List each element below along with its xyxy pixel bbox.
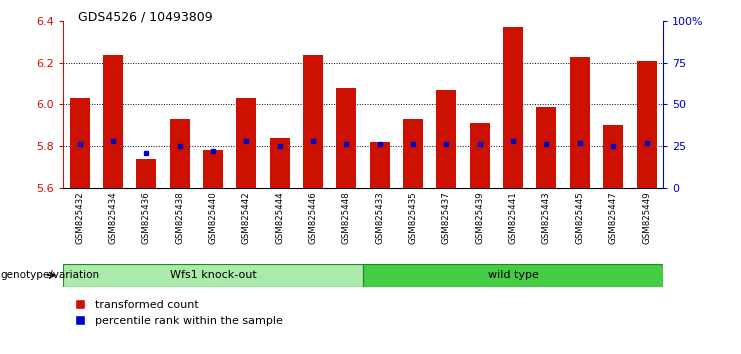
- Text: GSM825432: GSM825432: [75, 191, 84, 244]
- Text: wild type: wild type: [488, 270, 539, 280]
- Text: GSM825444: GSM825444: [275, 191, 285, 244]
- Bar: [170, 119, 190, 188]
- Bar: [403, 119, 423, 188]
- Bar: [63, 264, 363, 287]
- Text: GSM825436: GSM825436: [142, 191, 151, 244]
- Bar: [336, 88, 356, 188]
- Bar: [436, 90, 456, 188]
- Bar: [236, 98, 256, 188]
- Bar: [70, 98, 90, 188]
- Text: GSM825439: GSM825439: [475, 191, 485, 244]
- Text: GSM825435: GSM825435: [408, 191, 418, 244]
- Text: GSM825448: GSM825448: [342, 191, 351, 244]
- Bar: [270, 138, 290, 188]
- Bar: [603, 125, 623, 188]
- Text: GDS4526 / 10493809: GDS4526 / 10493809: [78, 11, 213, 24]
- Text: GSM825438: GSM825438: [175, 191, 185, 244]
- Text: GSM825442: GSM825442: [242, 191, 251, 244]
- Text: GSM825449: GSM825449: [642, 191, 651, 244]
- Bar: [370, 142, 390, 188]
- Bar: [363, 264, 663, 287]
- Bar: [136, 159, 156, 188]
- Text: GSM825447: GSM825447: [608, 191, 618, 244]
- Text: GSM825443: GSM825443: [542, 191, 551, 244]
- Text: Wfs1 knock-out: Wfs1 knock-out: [170, 270, 256, 280]
- Bar: [637, 61, 657, 188]
- Text: GSM825433: GSM825433: [375, 191, 385, 244]
- Text: genotype/variation: genotype/variation: [0, 270, 99, 280]
- Bar: [503, 28, 523, 188]
- Text: GSM825446: GSM825446: [308, 191, 318, 244]
- Text: GSM825441: GSM825441: [508, 191, 518, 244]
- Bar: [303, 55, 323, 188]
- Text: GSM825434: GSM825434: [108, 191, 118, 244]
- Bar: [570, 57, 590, 188]
- Text: GSM825440: GSM825440: [208, 191, 218, 244]
- Bar: [536, 107, 556, 188]
- Legend: transformed count, percentile rank within the sample: transformed count, percentile rank withi…: [68, 296, 288, 330]
- Bar: [203, 150, 223, 188]
- Bar: [470, 123, 490, 188]
- Bar: [103, 55, 123, 188]
- Text: GSM825437: GSM825437: [442, 191, 451, 244]
- Text: GSM825445: GSM825445: [575, 191, 585, 244]
